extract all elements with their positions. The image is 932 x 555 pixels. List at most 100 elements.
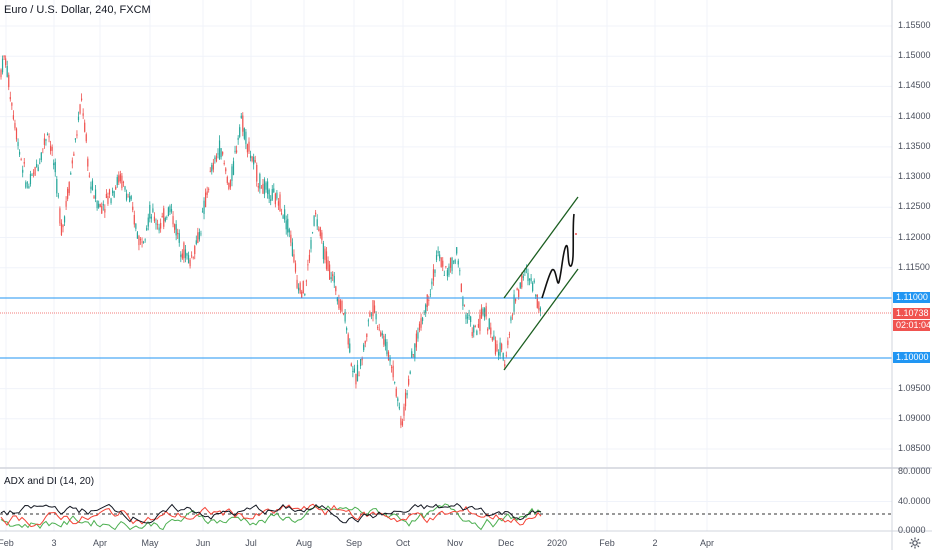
candle-body [358,375,360,377]
candle-body [425,304,427,313]
gear-icon[interactable] [908,536,922,550]
candle-body [222,151,224,155]
candle-body [397,398,399,402]
candle-body [499,342,501,356]
candle-body [155,223,157,225]
candle-body [208,188,210,190]
candle-body [437,251,439,254]
candle-body [127,196,129,198]
time-axis-label: Sep [345,538,363,548]
candle-body [516,288,518,291]
candle-body [308,254,311,261]
candle-body [118,175,120,183]
candle-body [453,260,455,262]
candle-body [515,298,517,302]
candle-body [530,277,532,282]
candle-body [466,316,469,319]
channel-upper-line [503,196,579,299]
candle-body [490,327,492,335]
candle-body [81,98,83,101]
candle-body [186,253,188,256]
time-axis-label: Jul [245,538,257,548]
candle-body [369,312,371,317]
candle-body [341,301,343,312]
candle-body [435,255,438,260]
candle-body [34,166,36,176]
time-axis-label: 3 [51,538,57,548]
di-plus-line [0,503,542,531]
candle-body [88,175,90,177]
candle-body [476,330,478,335]
candle-body [195,240,197,245]
candle-body [415,333,417,348]
candle-body [519,282,521,289]
candle-body [125,193,128,200]
candle-body [113,191,115,198]
candle-body [494,339,497,355]
candle-body [253,156,255,165]
grid-lines [0,0,892,531]
candle-body [6,66,8,77]
candle-body [184,249,187,258]
candle-body [50,145,52,152]
candle-body [77,116,80,121]
candle-body [259,173,261,189]
candle-body [71,160,73,164]
candle-body [288,229,290,233]
candle-body [539,307,541,312]
candle-body [346,328,348,331]
indicator-title: ADX and DI (14, 20) [4,476,95,487]
candle-body [107,196,109,204]
candle-body [302,281,304,293]
candle-body [298,287,300,291]
price-axis-label: 1.12500 [898,201,931,212]
candle-body [68,182,70,193]
candle-body [28,186,30,189]
candle-body [443,274,445,276]
candle-body [420,318,422,328]
candle-body [263,179,266,195]
candle-body [183,242,185,259]
candle-body [245,131,247,144]
candle-body [51,146,53,151]
candle-body [93,196,95,199]
candle-body [338,299,340,309]
candle-body [459,270,461,272]
candle-body [147,217,149,227]
candle-body [218,140,221,160]
candle-body [174,224,176,230]
candle-body [384,339,386,347]
candle-body [468,314,470,317]
candle-body [149,204,151,219]
candle-body [265,182,267,190]
candle-body [426,294,428,308]
candle-body [474,326,476,328]
candle-body [192,257,194,259]
candle-body [243,128,245,139]
candle-body [401,421,404,426]
candle-body [414,343,416,358]
candle-body [189,259,191,267]
candle-body [26,182,28,184]
candle-body [538,302,540,310]
candle-body [536,294,538,308]
candle-body [237,137,239,140]
candle-body [166,217,168,218]
candle-body [477,323,479,328]
candle-body [99,204,101,208]
candle-body [158,227,160,231]
candle-body [451,257,453,271]
candle-body [418,323,421,331]
candle-body [1,58,4,73]
countdown-tag: 02:01:04 [893,320,931,331]
candle-body [339,300,342,310]
time-axis-label: Nov [446,538,464,548]
candle-body [296,279,298,288]
candle-body [19,151,21,155]
candle-body [505,355,507,357]
candle-body [454,259,456,264]
candle-body [130,196,132,200]
candle-body [507,340,509,345]
candle-body [20,159,22,160]
